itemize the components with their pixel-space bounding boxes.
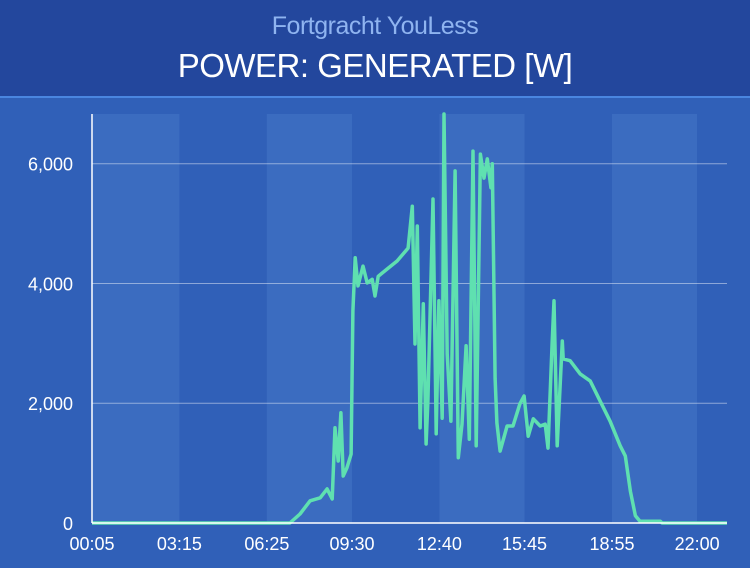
x-tick-label: 15:45 bbox=[502, 534, 547, 554]
y-tick-label: 0 bbox=[63, 514, 73, 534]
y-tick-label: 4,000 bbox=[28, 274, 73, 294]
x-tick-label: 12:40 bbox=[417, 534, 462, 554]
x-tick-label: 22:00 bbox=[675, 534, 720, 554]
series-line-power bbox=[92, 112, 727, 525]
x-tick-label: 06:25 bbox=[244, 534, 289, 554]
chart-subtitle: Fortgracht YouLess bbox=[271, 12, 479, 40]
y-tick-label: 2,000 bbox=[28, 394, 73, 414]
x-tick-label: 00:05 bbox=[69, 534, 114, 554]
background-band bbox=[92, 114, 180, 523]
power-chart: 0 2,000 4,000 6,000 00:05 03:15 06:25 09:30 12:… bbox=[28, 112, 727, 554]
x-tick-label: 18:55 bbox=[589, 534, 634, 554]
chart-header: Fortgracht YouLess POWER: GENERATED [W] bbox=[0, 0, 750, 98]
y-tick-label: 6,000 bbox=[28, 155, 73, 175]
x-tick-label: 03:15 bbox=[157, 534, 202, 554]
x-tick-label: 09:30 bbox=[329, 534, 374, 554]
chart-title: POWER: GENERATED [W] bbox=[177, 47, 573, 84]
